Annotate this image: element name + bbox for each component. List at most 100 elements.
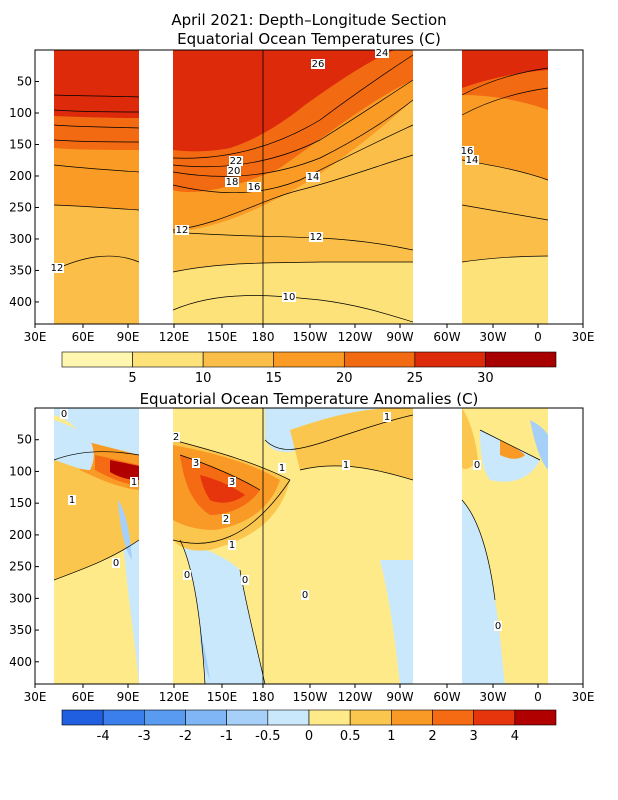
chart2-colorbar-swatch	[185, 709, 227, 726]
chart2-colorbar-label: -0.5	[255, 729, 280, 744]
chart2-contour-label-bg	[241, 575, 249, 585]
chart1-ytick-label: 150	[9, 137, 32, 151]
chart1-y-ticks: 50 100 150 200 250 300 350 400	[9, 74, 39, 309]
chart1-colorbar-label: 20	[336, 371, 353, 386]
chart2-contour-label: 0	[242, 575, 248, 586]
chart2-colorbar-swatch	[432, 709, 474, 726]
chart2-frame	[34, 407, 584, 685]
chart2-colorbar-swatch	[226, 709, 269, 726]
chart1-contour-label-bg	[311, 59, 325, 69]
chart1-contour-label: 14	[466, 155, 479, 166]
chart1-xtick-label: 90W	[386, 330, 413, 344]
chart2-xtick-label: 0	[534, 690, 542, 704]
chart1-basin-west	[54, 50, 139, 324]
chart2-colorbar-label: -1	[220, 729, 233, 744]
chart1-plot	[35, 50, 583, 324]
chart1-contour-label: 22	[230, 156, 243, 167]
chart1-xtick-label: 30E	[572, 330, 595, 344]
chart2-contour-label: 0	[61, 409, 67, 420]
chart1-xtick-label: 120E	[159, 330, 190, 344]
chart1-xtick-label: 120W	[338, 330, 373, 344]
chart2-title: Equatorial Ocean Temperature Anomalies (…	[140, 390, 479, 408]
chart2-xtick-label: 150W	[293, 690, 328, 704]
chart2-xtick-label: 150E	[207, 690, 238, 704]
chart2-contour-label-bg	[68, 495, 76, 505]
chart1-colorbar-swatch	[485, 351, 557, 368]
chart1-colorbar-label: 25	[407, 371, 424, 386]
chart2-contour-label: 3	[229, 477, 235, 488]
chart2-contour-label: 2	[173, 432, 179, 443]
chart2-contour-label: 3	[193, 458, 199, 469]
chart2-contour-label: 0	[184, 570, 190, 581]
chart2-contour-label: 1	[69, 495, 75, 506]
chart1-ytick-label: 50	[17, 74, 32, 88]
chart2-ytick-label: 250	[9, 560, 32, 574]
chart1-contour-label: 14	[307, 172, 320, 183]
chart2-ytick-label: 400	[9, 655, 32, 669]
chart1-basin-pacific	[173, 50, 413, 324]
chart2-contour-label: 0	[474, 460, 480, 471]
chart2-colorbar-swatch	[61, 709, 104, 726]
chart2-colorbar-swatch	[267, 709, 310, 726]
chart2-colorbar-swatch	[514, 709, 557, 726]
chart2-contour-label: 0	[495, 621, 501, 632]
chart1-colorbar-swatch	[273, 351, 345, 368]
chart1-contour-label-bg	[306, 172, 320, 182]
chart1-subtitle: Equatorial Ocean Temperatures (C)	[177, 30, 441, 48]
chart2-contour-label-bg	[278, 463, 286, 473]
chart1-basin-atlantic	[462, 50, 548, 324]
chart1-contour-label: 20	[228, 166, 241, 177]
chart1-contour-label: 12	[310, 232, 323, 243]
chart2-contour-label: 1	[279, 463, 285, 474]
chart2-colorbar-swatch	[391, 709, 433, 726]
chart1-contour-label: 18	[226, 177, 239, 188]
chart1-colorbar-swatch	[202, 351, 275, 368]
chart2-ytick-label: 100	[9, 464, 32, 478]
chart2-xtick-label: 120W	[338, 690, 373, 704]
chart1-contour-label-bg	[50, 263, 64, 273]
chart1-contour-label-bg	[465, 155, 479, 165]
chart1-contour-label-bg	[460, 146, 474, 156]
chart1-contour-label-bg	[375, 48, 389, 58]
chart2-xtick-label: 120E	[159, 690, 190, 704]
chart2-xtick-label: 30E	[24, 690, 47, 704]
chart1-contour-label: 10	[283, 292, 296, 303]
chart2-xtick-label: 180	[252, 690, 275, 704]
chart1-xtick-label: 180	[252, 330, 275, 344]
chart2-basin-pacific	[173, 408, 413, 684]
chart1-contour-label-bg	[227, 166, 241, 176]
chart2-xtick-label: 30W	[479, 690, 506, 704]
chart2-colorbar-swatch	[473, 709, 516, 726]
chart1-xtick-label: 60E	[72, 330, 95, 344]
chart2-colorbar-label: 1	[387, 729, 395, 744]
chart2-contour-label-bg	[301, 590, 309, 600]
chart1-ytick-label: 250	[9, 200, 32, 214]
chart1-frame	[34, 49, 584, 325]
chart2-y-ticks: 50 100 150 200 250 300 350 400	[9, 433, 39, 669]
chart2-colorbar-swatch	[102, 709, 145, 726]
chart1-title: April 2021: Depth–Longitude Section	[171, 11, 446, 29]
chart1-xtick-label: 30E	[24, 330, 47, 344]
chart1-contour-label: 26	[312, 59, 325, 70]
chart2-contour-labels: 0 2 3 3 2 1 1 1 1 1 0 0 0 0 0 0 1	[60, 409, 502, 632]
chart1-contour-label-bg	[282, 292, 296, 302]
chart1-colorbar-label: 5	[128, 371, 136, 386]
chart2-colorbar-swatch	[308, 709, 351, 726]
chart1-xtick-label: 150E	[207, 330, 238, 344]
chart2-colorbar-label: 3	[470, 729, 478, 744]
chart2-colorbar-label: 4	[511, 729, 519, 744]
chart2-contour-label: 1	[384, 412, 390, 423]
chart2-contour-label: 1	[343, 460, 349, 471]
chart1-ytick-label: 350	[9, 263, 32, 277]
chart1-contour-label: 24	[376, 48, 389, 59]
chart2-contour-label-bg	[130, 477, 138, 487]
chart1-colorbar-label: 15	[265, 371, 282, 386]
chart1-colorbar-label: 30	[477, 371, 494, 386]
chart2-colorbar-label: 0	[305, 729, 313, 744]
chart1-contour-label: 16	[248, 182, 261, 193]
chart2-contour-label-bg	[473, 460, 481, 470]
chart2-contour-label-bg	[172, 432, 180, 442]
chart2-x-ticks: 30E 60E 90E 120E 150E 180 150W 120W 90W 60W 30W 0 30…	[24, 684, 594, 704]
